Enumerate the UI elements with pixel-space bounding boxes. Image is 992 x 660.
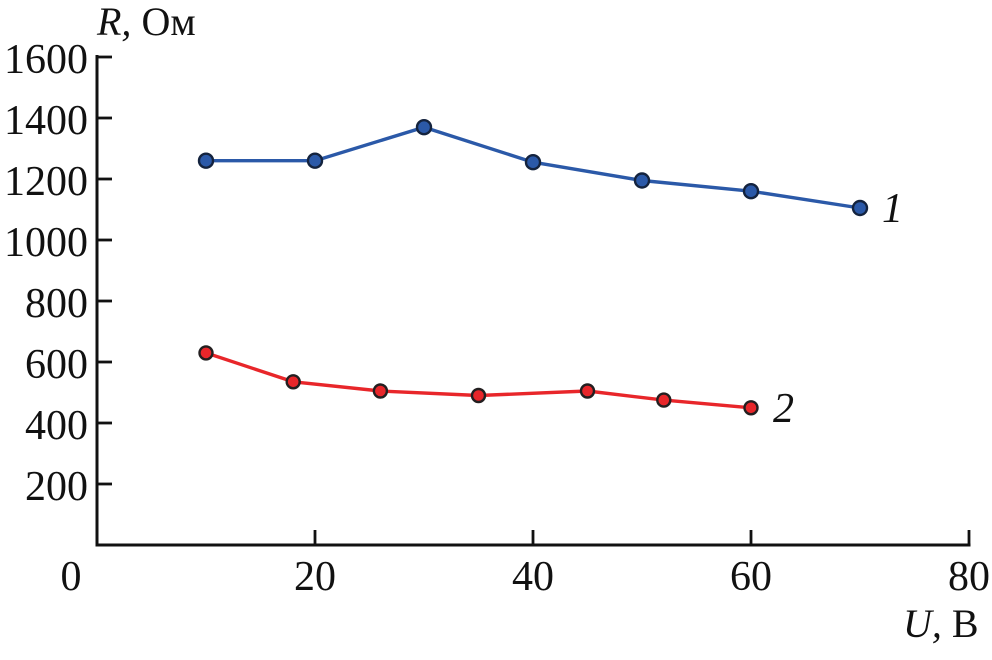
series-2-point [656,392,672,408]
y-tick-label: 200 [25,464,88,510]
y-tick-label: 1400 [4,98,88,144]
series-2-label: 2 [773,386,794,432]
series-2-point [579,383,596,399]
x-tick-label: 40 [512,554,554,600]
series-2-point [198,345,214,361]
series-2-point [372,383,389,399]
series-1-point [197,152,215,169]
series-1-point [742,182,760,200]
x-tick-label: 80 [948,554,990,600]
series-1-point [851,199,869,217]
series-1-point [306,152,324,169]
y-tick-label: 400 [25,403,88,449]
y-tick-label: 1200 [4,159,88,205]
x-tick-label: 20 [294,554,336,600]
series-1-point [524,153,542,171]
series-1-point [633,172,651,189]
y-tick-label: 600 [25,342,88,388]
series-2-point [285,374,301,390]
y-tick-label: 1000 [4,220,88,266]
x-axis-title: U, В [903,601,979,646]
y-tick-label: 800 [25,281,88,327]
series-1-point [415,118,433,136]
x-tick-label: 60 [730,554,772,600]
y-axis-title: R, Ом [97,0,196,44]
series-1-label: 1 [882,186,903,232]
y-tick-label: 1600 [4,37,88,83]
series-2-point [743,400,759,416]
x-tick-label: 0 [61,554,82,600]
series-2-point [470,387,487,404]
